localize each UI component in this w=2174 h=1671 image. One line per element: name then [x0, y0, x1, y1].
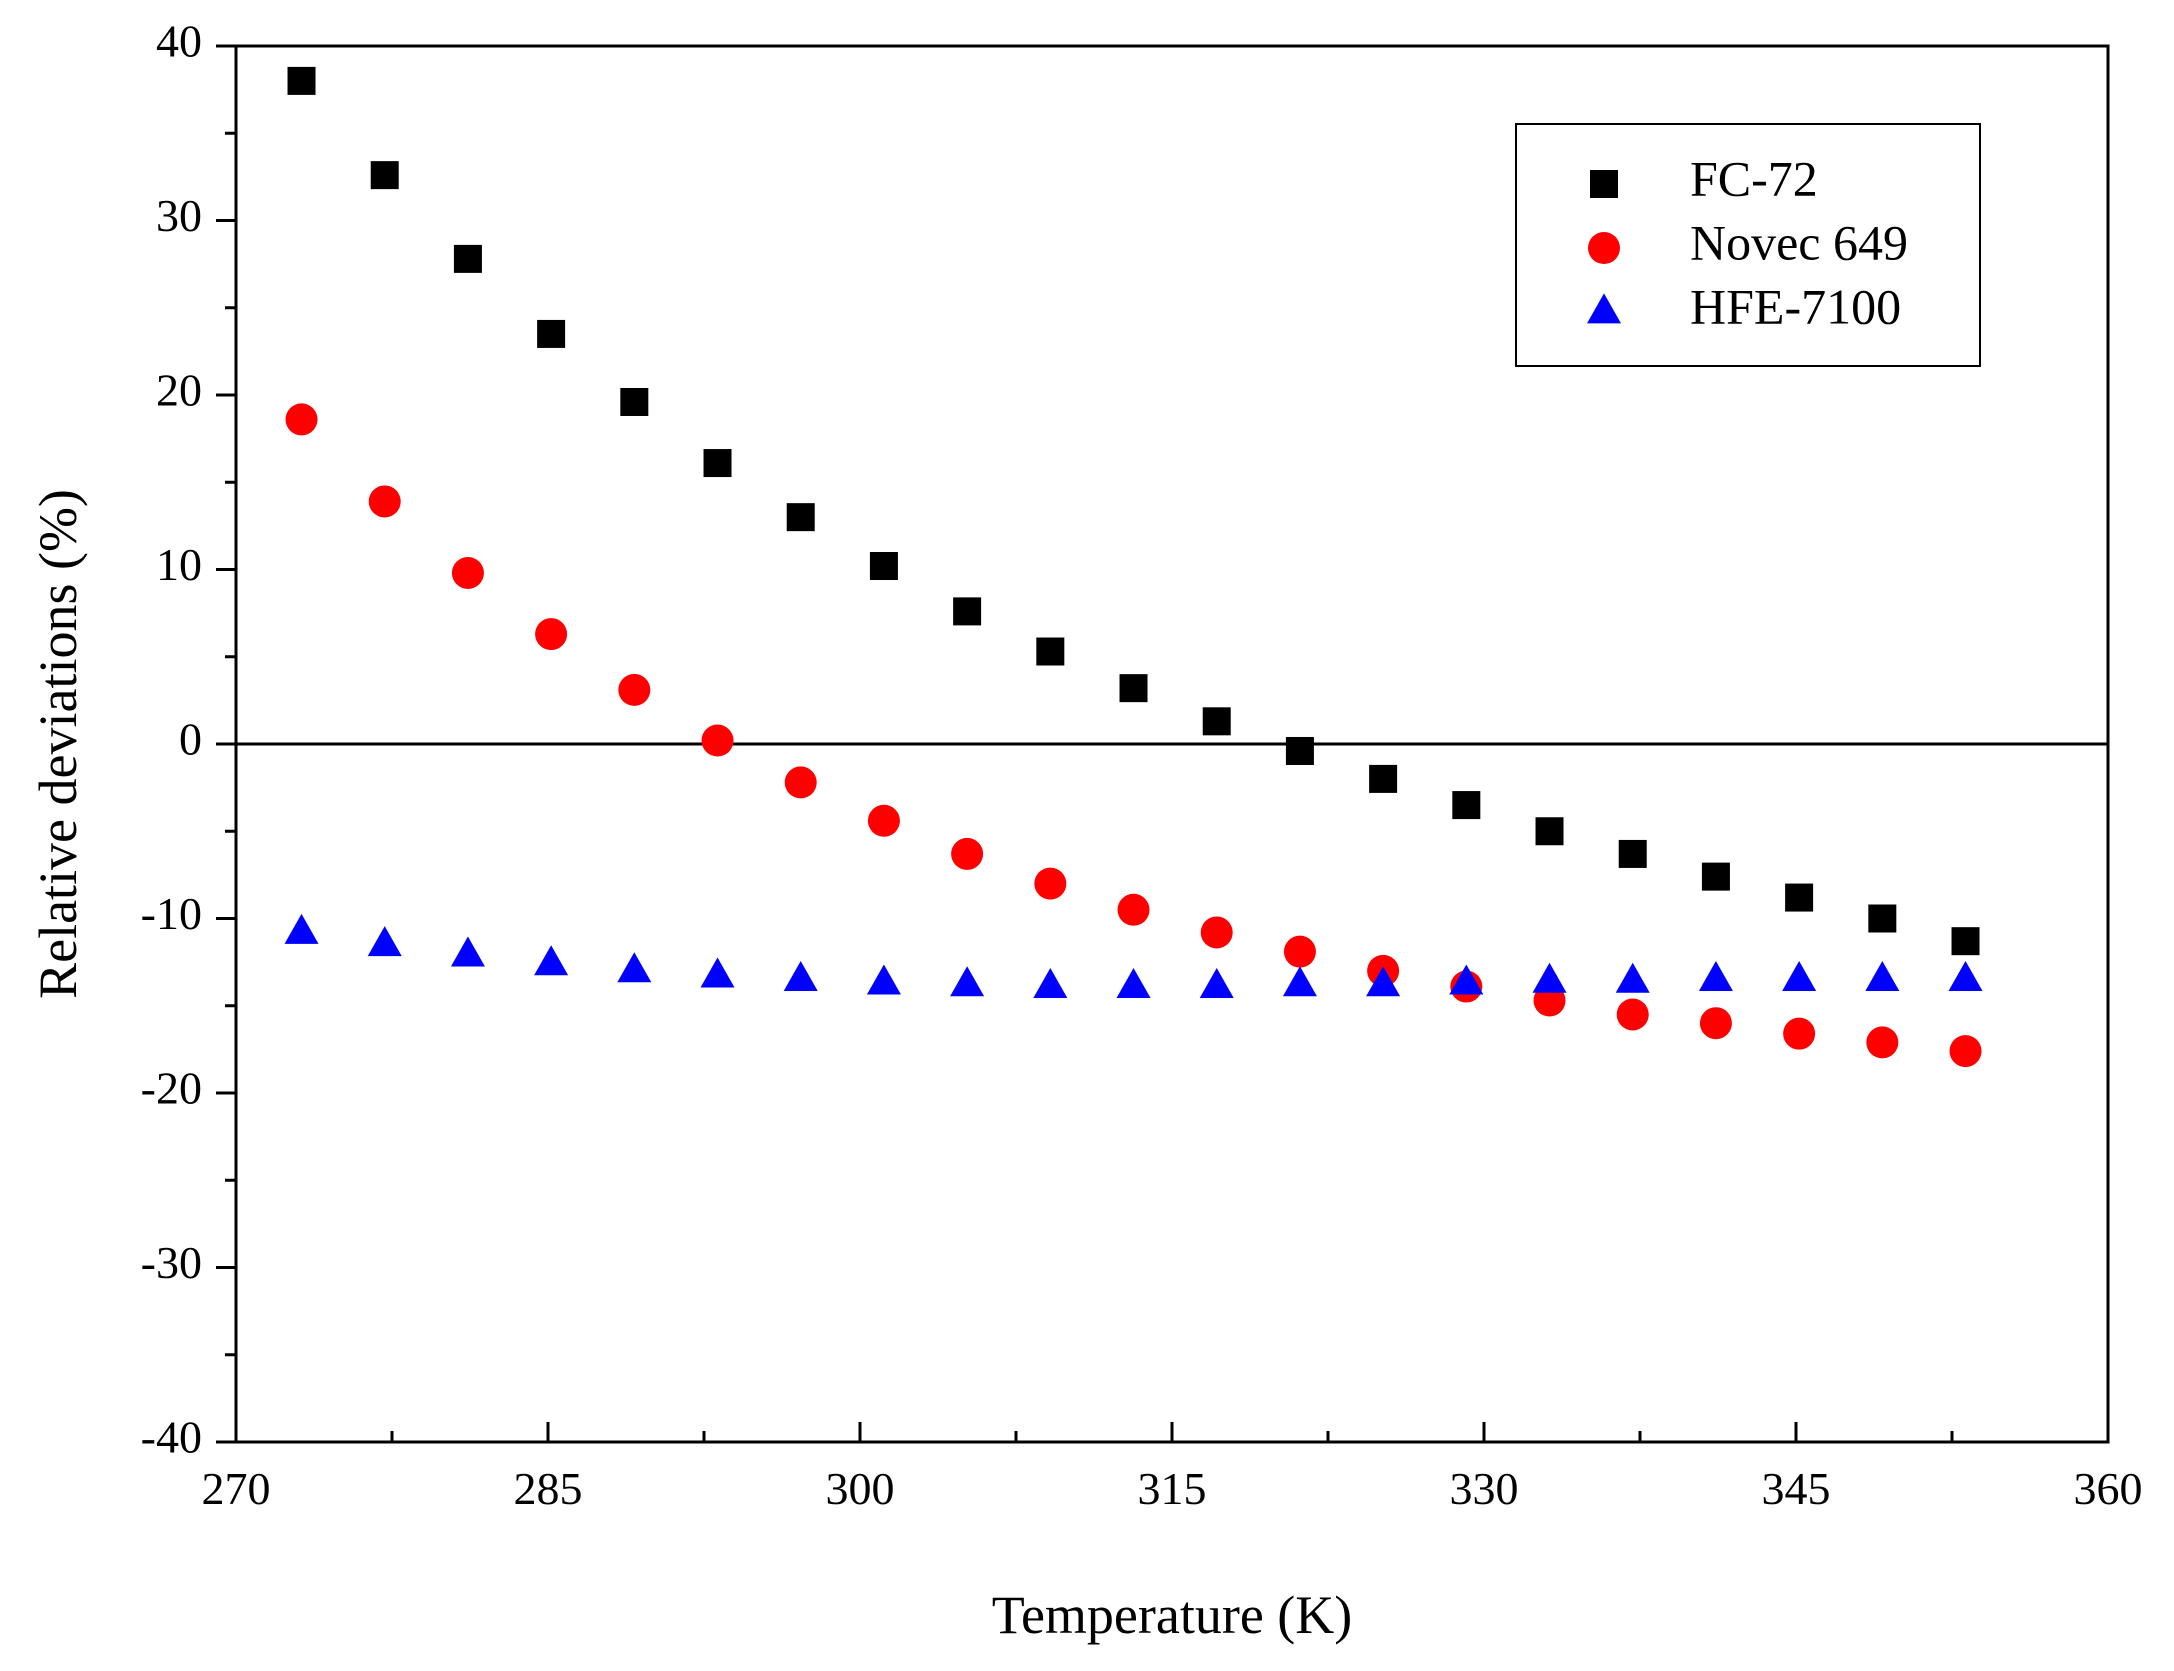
x-tick-label: 300	[826, 1463, 895, 1514]
data-point	[1366, 966, 1401, 997]
data-point	[1282, 966, 1317, 997]
data-point	[617, 952, 652, 983]
data-point	[284, 913, 319, 944]
y-tick-label: 10	[156, 539, 202, 590]
data-point	[1868, 904, 1897, 933]
data-point	[866, 964, 901, 995]
data-point	[786, 503, 815, 532]
data-point	[1119, 674, 1148, 703]
data-point	[451, 556, 484, 589]
data-point	[950, 966, 985, 997]
x-tick-label: 285	[514, 1463, 583, 1514]
legend-marker	[1588, 232, 1620, 264]
data-series	[284, 66, 1983, 1068]
data-point	[367, 926, 402, 957]
y-tick-label: 30	[156, 190, 202, 241]
series-hfe-7100	[284, 913, 1983, 998]
data-point	[453, 244, 482, 273]
x-axis-title: Temperature (K)	[992, 1585, 1353, 1645]
data-point	[618, 673, 651, 706]
y-tick-label: 0	[179, 714, 202, 765]
data-point	[1202, 707, 1231, 736]
data-point	[1951, 927, 1980, 956]
data-point	[1369, 764, 1398, 793]
data-point	[1948, 960, 1983, 991]
data-point	[784, 766, 817, 799]
data-point	[1117, 893, 1150, 926]
data-point	[953, 597, 982, 626]
data-point	[534, 945, 569, 976]
data-point	[867, 804, 900, 837]
data-point	[1532, 962, 1567, 993]
data-point	[701, 724, 734, 757]
data-point	[287, 66, 316, 95]
data-point	[368, 485, 401, 518]
data-point	[1698, 960, 1733, 991]
y-tick-label: 40	[156, 16, 202, 67]
data-point	[1034, 867, 1067, 900]
legend-marker	[1587, 293, 1621, 324]
legend: FC-72 Novec 649 HFE-7100	[1515, 123, 1981, 367]
data-point	[535, 618, 568, 651]
data-point	[1949, 1035, 1982, 1068]
series-fc-72	[287, 66, 1980, 956]
data-point	[370, 161, 399, 190]
data-point	[700, 957, 735, 988]
data-point	[1200, 916, 1233, 949]
data-point	[285, 403, 318, 436]
data-point	[1615, 962, 1650, 993]
data-point	[1701, 862, 1730, 891]
data-point	[951, 837, 984, 870]
data-point	[1452, 791, 1481, 820]
data-point	[1865, 960, 1900, 991]
data-point	[1285, 736, 1314, 765]
y-tick-label: -20	[141, 1063, 202, 1114]
legend-marker	[1590, 170, 1618, 198]
data-point	[1535, 817, 1564, 846]
y-axis-title: Relative deviations (%)	[28, 489, 88, 999]
x-tick-label: 345	[1762, 1463, 1831, 1514]
data-point	[783, 960, 818, 991]
data-point	[1449, 964, 1484, 995]
data-point	[1699, 1007, 1732, 1040]
data-point	[703, 449, 732, 478]
x-tick-label: 315	[1138, 1463, 1207, 1514]
data-point	[1618, 839, 1647, 868]
data-point	[1199, 967, 1234, 998]
y-tick-label: 20	[156, 365, 202, 416]
data-point	[1116, 967, 1151, 998]
data-point	[1036, 637, 1065, 666]
x-tick-label: 330	[1450, 1463, 1519, 1514]
y-tick-label: -30	[141, 1237, 202, 1288]
legend-markers	[1587, 170, 1621, 324]
y-tick-labels: -40 -30 -20 -10 0 10 20 30 40	[141, 16, 202, 1463]
data-point	[450, 936, 485, 967]
data-point	[537, 319, 566, 348]
data-point	[1283, 935, 1316, 968]
data-point	[869, 552, 898, 581]
x-tick-label: 360	[2074, 1463, 2143, 1514]
data-point	[1782, 960, 1817, 991]
y-tick-label: -40	[141, 1412, 202, 1463]
legend-label-fc72: FC-72	[1690, 150, 1818, 206]
data-point	[1033, 967, 1068, 998]
plot-frame	[234, 44, 2110, 1444]
y-tick-label: -10	[141, 888, 202, 939]
data-point	[620, 387, 649, 416]
legend-label-hfe7100: HFE-7100	[1690, 278, 1901, 334]
data-point	[1785, 883, 1814, 912]
data-point	[1866, 1026, 1899, 1059]
x-tick-labels: 270 285 300 315 330 345 360	[202, 1463, 2143, 1514]
legend-label-novec649: Novec 649	[1690, 214, 1908, 270]
x-tick-label: 270	[202, 1463, 271, 1514]
data-point	[1616, 998, 1649, 1031]
data-point	[1783, 1017, 1816, 1050]
